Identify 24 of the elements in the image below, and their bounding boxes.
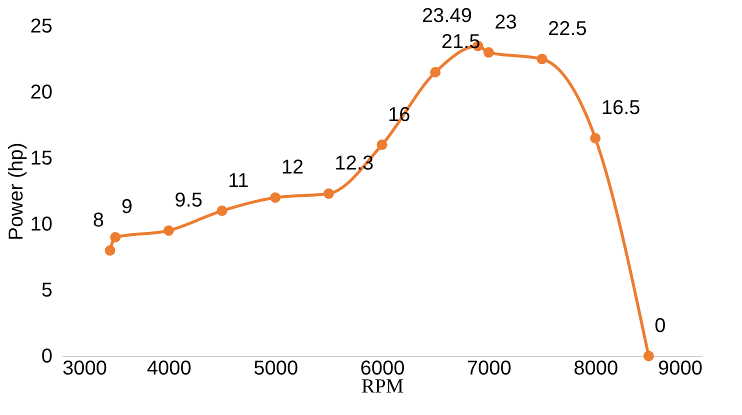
y-axis-title: Power (hp): [5, 142, 28, 240]
data-label: 9.5: [174, 190, 202, 212]
data-label: 16.5: [601, 97, 640, 120]
data-label: 21.5: [441, 31, 480, 54]
x-tick-label: 5000: [254, 358, 298, 380]
x-tick-label: 7000: [466, 358, 512, 380]
data-label: 23: [494, 11, 517, 34]
x-tick-label: 9000: [658, 358, 702, 380]
y-tick-label: 0: [41, 346, 52, 368]
data-label: 9: [121, 196, 132, 218]
y-tick-label: 10: [30, 214, 52, 236]
x-tick-label: 3000: [62, 358, 107, 380]
data-label: 11: [228, 170, 249, 192]
data-label: 8: [92, 209, 104, 232]
data-label: 12: [281, 156, 304, 179]
y-tick-label: 20: [30, 82, 52, 104]
data-label: 0: [654, 315, 666, 337]
x-tick-label: 8000: [574, 358, 618, 380]
data-label: 23.49: [422, 4, 472, 27]
data-label: 22.5: [548, 18, 587, 40]
y-tick-label: 15: [30, 148, 52, 170]
x-tick-label: 4000: [146, 358, 192, 380]
y-tick-label: 5: [41, 280, 52, 302]
y-tick-label: 25: [30, 16, 52, 38]
